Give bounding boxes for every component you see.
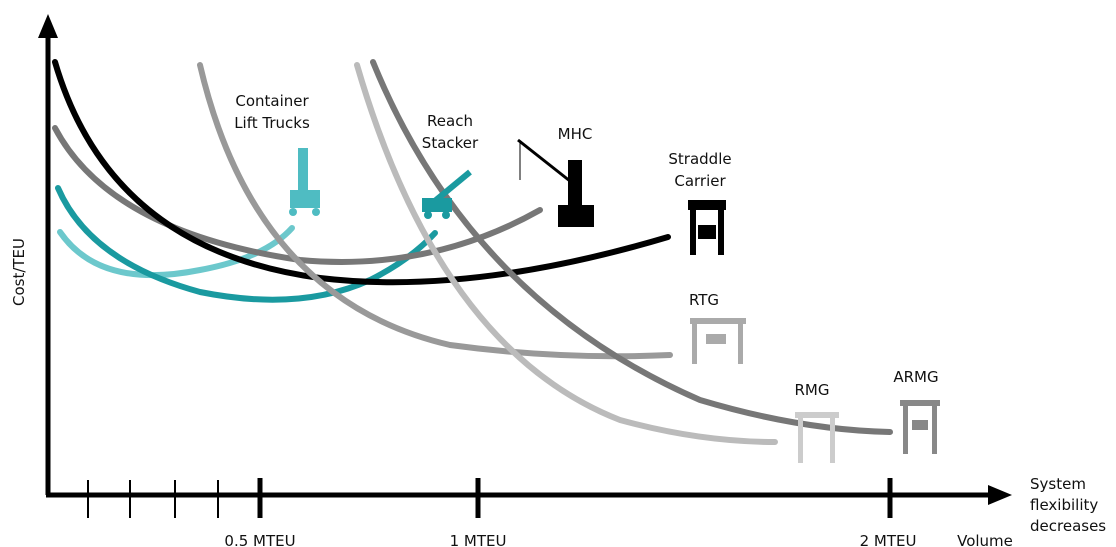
icon-reach-stacker (422, 169, 472, 219)
y-label: Cost/TEU (10, 238, 28, 306)
equipment-label: RTG (689, 291, 719, 309)
x-end-label: flexibility (1030, 496, 1098, 514)
curve-rtg (197, 62, 673, 360)
icon-mhc (517, 138, 594, 227)
equipment-label: Reach (427, 112, 473, 130)
cost-curves (52, 59, 893, 445)
equipment-label: Lift Trucks (234, 114, 310, 132)
equipment-label: ARMG (893, 368, 938, 386)
equipment-label: Container (235, 92, 309, 110)
x-arrow (988, 485, 1012, 505)
curve-rmg (354, 62, 778, 445)
y-arrow (38, 14, 58, 38)
equipment-label: Straddle (668, 150, 731, 168)
equipment-label: MHC (558, 125, 593, 143)
x-end-label: decreases (1030, 517, 1106, 535)
icon-straddle (688, 200, 726, 255)
icon-armg (900, 400, 940, 454)
tick-label: 1 MTEU (450, 532, 507, 547)
tick-label: 0.5 MTEU (224, 532, 295, 547)
icon-rtg (690, 318, 746, 364)
icon-rmg (795, 412, 839, 463)
axes (38, 14, 1012, 518)
icon-lift-truck (289, 148, 320, 216)
curve-armg (370, 59, 893, 435)
x-unit: Volume (957, 532, 1013, 547)
equipment-label: RMG (795, 381, 830, 399)
curve-lift-trucks (57, 225, 295, 279)
curve-reach-stacker (55, 185, 438, 303)
x-end-label: System (1030, 475, 1086, 493)
equipment-label: Stacker (422, 134, 479, 152)
tick-label: 2 MTEU (860, 532, 917, 547)
equipment-label: Carrier (674, 172, 726, 190)
